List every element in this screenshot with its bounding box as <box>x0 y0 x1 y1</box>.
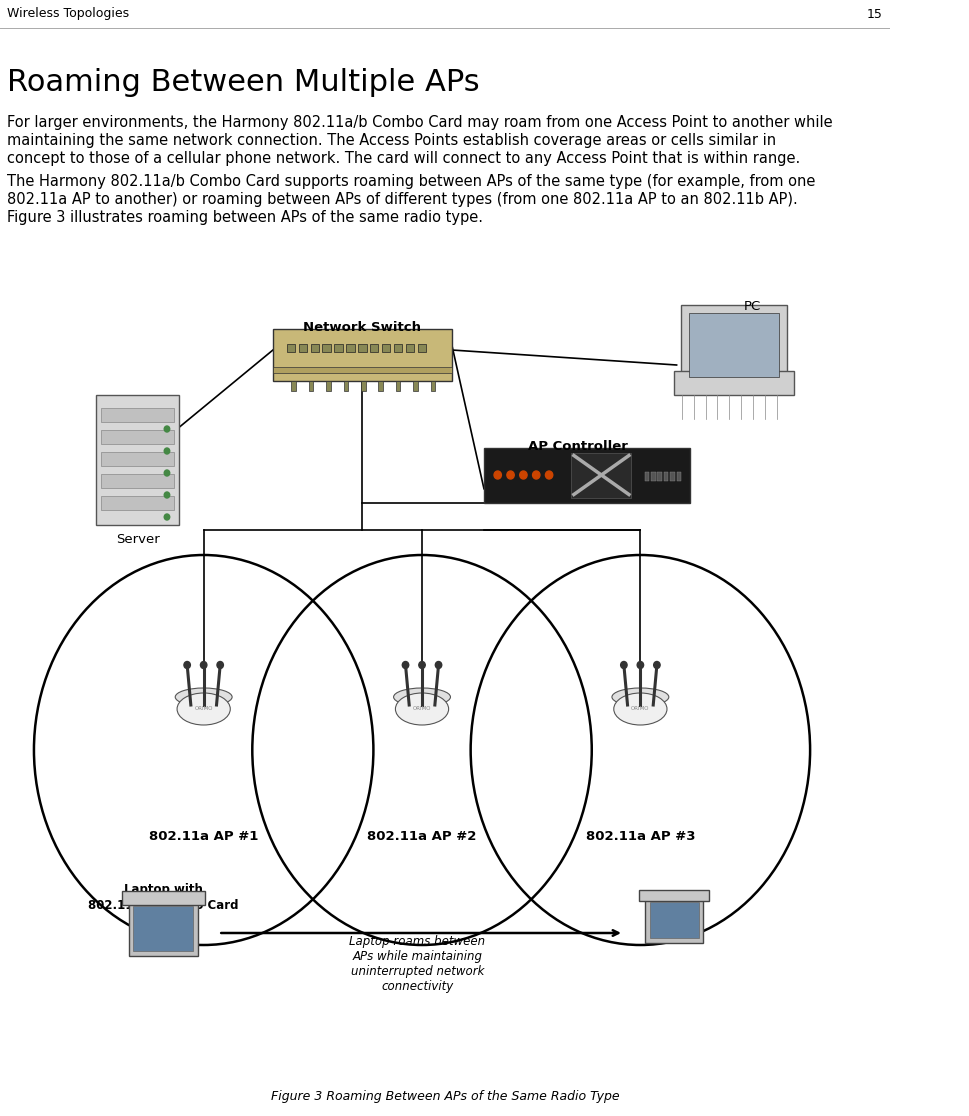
Bar <box>360 381 365 391</box>
Bar <box>358 344 366 352</box>
Circle shape <box>164 470 170 477</box>
Text: ORIMO: ORIMO <box>194 706 213 712</box>
Bar <box>122 891 204 904</box>
Bar <box>639 889 708 901</box>
Circle shape <box>164 514 170 520</box>
Text: Figure 3 illustrates roaming between APs of the same radio type.: Figure 3 illustrates roaming between APs… <box>8 210 483 225</box>
Text: 802.11a AP #2: 802.11a AP #2 <box>367 830 476 843</box>
Bar <box>393 344 402 352</box>
Bar <box>101 496 174 510</box>
Bar <box>346 344 355 352</box>
Bar <box>101 474 174 488</box>
Bar <box>298 344 306 352</box>
Circle shape <box>435 662 441 668</box>
Bar <box>308 381 313 391</box>
Bar <box>418 344 425 352</box>
Bar <box>101 452 174 466</box>
Text: 15: 15 <box>866 8 882 20</box>
Bar <box>382 344 390 352</box>
Bar <box>287 344 295 352</box>
Circle shape <box>164 448 170 454</box>
Bar <box>680 305 786 385</box>
Ellipse shape <box>393 687 450 706</box>
Bar <box>96 395 178 525</box>
Circle shape <box>184 662 190 668</box>
Text: Server: Server <box>115 533 159 546</box>
Text: Figure 3 Roaming Between APs of the Same Radio Type: Figure 3 Roaming Between APs of the Same… <box>270 1090 618 1103</box>
Bar <box>326 381 330 391</box>
Text: ORIMO: ORIMO <box>631 706 649 712</box>
Bar <box>101 430 174 444</box>
Text: maintaining the same network connection. The Access Points establish coverage ar: maintaining the same network connection.… <box>8 133 775 148</box>
Bar <box>650 472 655 481</box>
Bar <box>670 472 674 481</box>
Circle shape <box>545 471 552 479</box>
Text: PC: PC <box>743 300 760 312</box>
Bar <box>334 344 342 352</box>
Circle shape <box>507 471 514 479</box>
Circle shape <box>217 662 223 668</box>
Text: The Harmony 802.11a/b Combo Card supports roaming between APs of the same type (: The Harmony 802.11a/b Combo Card support… <box>8 174 815 189</box>
Bar <box>676 472 680 481</box>
Text: concept to those of a cellular phone network. The card will connect to any Acces: concept to those of a cellular phone net… <box>8 151 799 166</box>
Text: Laptop with
802.11a/b Combo Card: Laptop with 802.11a/b Combo Card <box>88 883 238 911</box>
Circle shape <box>402 662 408 668</box>
Bar <box>272 329 452 381</box>
Circle shape <box>620 662 626 668</box>
Text: 802.11a AP to another) or roaming between APs of different types (from one 802.1: 802.11a AP to another) or roaming betwee… <box>8 192 797 206</box>
Bar <box>413 381 418 391</box>
Text: AP Controller: AP Controller <box>527 440 627 452</box>
Bar <box>291 381 296 391</box>
Text: For larger environments, the Harmony 802.11a/b Combo Card may roam from one Acce: For larger environments, the Harmony 802… <box>8 115 832 129</box>
Text: Laptop roams between
APs while maintaining
uninterrupted network
connectivity: Laptop roams between APs while maintaini… <box>349 935 485 993</box>
Bar <box>649 902 698 939</box>
Bar <box>430 381 435 391</box>
Circle shape <box>164 426 170 432</box>
Text: 802.11a AP #1: 802.11a AP #1 <box>149 830 258 843</box>
Bar <box>657 472 661 481</box>
Circle shape <box>419 662 424 668</box>
Bar <box>322 344 330 352</box>
Bar <box>688 312 778 377</box>
Bar <box>484 448 690 502</box>
Bar <box>663 472 668 481</box>
Bar <box>673 371 793 395</box>
Bar <box>643 472 648 481</box>
Bar <box>343 381 348 391</box>
Bar <box>370 344 378 352</box>
Ellipse shape <box>611 687 669 706</box>
Circle shape <box>164 492 170 498</box>
Bar <box>571 452 630 498</box>
Text: Roaming Between Multiple APs: Roaming Between Multiple APs <box>8 68 480 97</box>
Circle shape <box>653 662 660 668</box>
Circle shape <box>519 471 526 479</box>
Circle shape <box>532 471 540 479</box>
Ellipse shape <box>395 693 449 725</box>
Ellipse shape <box>613 693 667 725</box>
Bar <box>719 375 747 385</box>
Bar <box>101 408 174 422</box>
Bar <box>406 344 414 352</box>
Text: Wireless Topologies: Wireless Topologies <box>8 8 129 20</box>
Circle shape <box>637 662 642 668</box>
Text: ORIMO: ORIMO <box>413 706 431 712</box>
Bar <box>378 381 383 391</box>
Ellipse shape <box>175 687 232 706</box>
Circle shape <box>493 471 501 479</box>
Bar <box>644 897 703 943</box>
Bar <box>310 344 319 352</box>
Bar <box>134 905 193 951</box>
Bar <box>129 901 198 955</box>
Circle shape <box>201 662 206 668</box>
Bar <box>395 381 400 391</box>
Bar <box>272 367 452 373</box>
Ellipse shape <box>177 693 230 725</box>
Text: Network Switch: Network Switch <box>303 321 421 334</box>
Text: 802.11a AP #3: 802.11a AP #3 <box>585 830 695 843</box>
